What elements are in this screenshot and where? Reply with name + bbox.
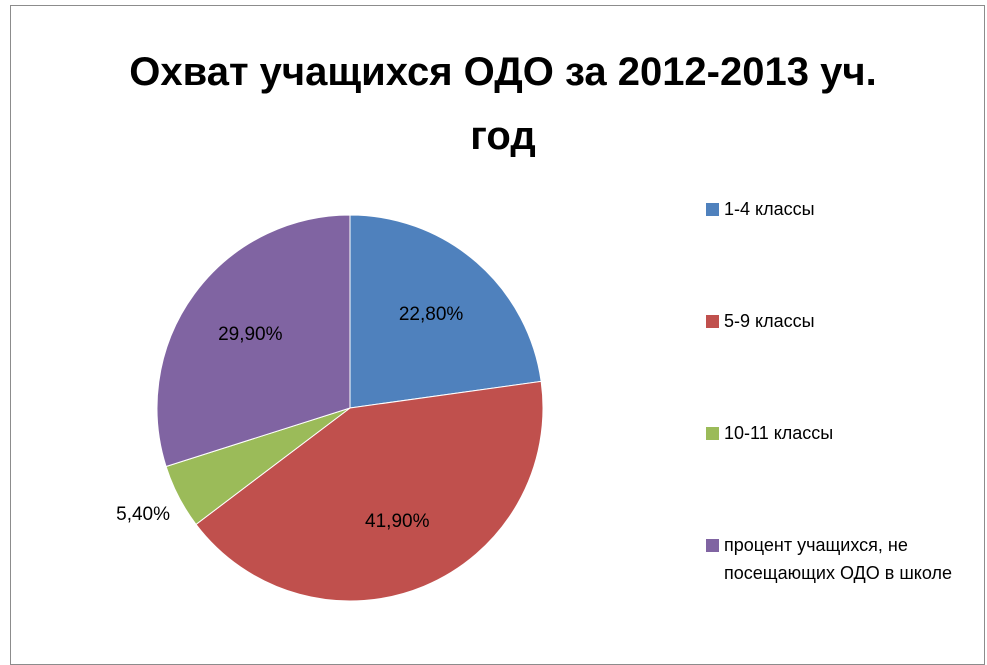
pie-slice (156, 214, 351, 468)
legend-swatch (706, 427, 719, 440)
data-label: 22,80% (399, 304, 464, 325)
legend-label: 10-11 классы (724, 423, 834, 443)
data-label: 5,40% (116, 504, 170, 525)
pie-slice (349, 214, 542, 409)
legend-label: процент учащихся, не посещающих ОДО в шк… (724, 535, 952, 583)
legend-item: 10-11 классы (706, 419, 976, 531)
legend-item: процент учащихся, не посещающих ОДО в шк… (706, 531, 976, 643)
data-label: 29,90% (218, 324, 283, 345)
legend-label: 5-9 классы (724, 311, 815, 331)
legend-item: 5-9 классы (706, 307, 976, 419)
chart-title: Охват учащихся ОДО за 2012-2013 уч. год (129, 50, 877, 158)
legend-swatch (706, 203, 719, 216)
legend-swatch (706, 315, 719, 328)
data-label: 41,90% (365, 511, 430, 532)
legend: 1-4 классы 5-9 классы 10-11 классы процент … (706, 195, 976, 643)
legend-item: 1-4 классы (706, 195, 976, 307)
legend-label: 1-4 классы (724, 199, 815, 219)
pie-slice (195, 380, 544, 602)
legend-swatch (706, 539, 719, 552)
